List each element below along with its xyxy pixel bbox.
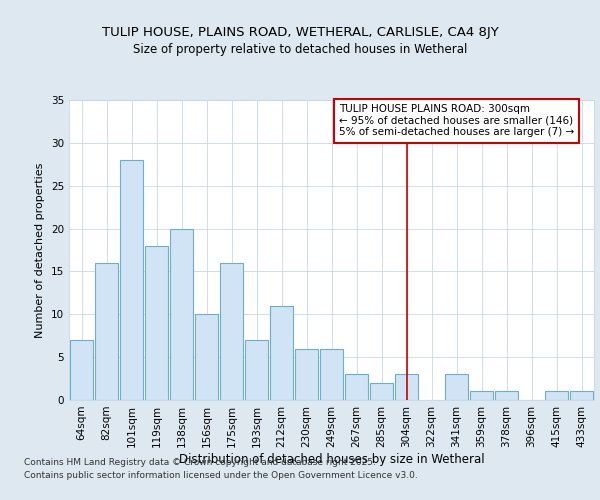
Bar [245,340,268,400]
Text: TULIP HOUSE, PLAINS ROAD, WETHERAL, CARLISLE, CA4 8JY: TULIP HOUSE, PLAINS ROAD, WETHERAL, CARL… [101,26,499,39]
Bar [270,306,293,400]
Bar [95,263,118,400]
Text: TULIP HOUSE PLAINS ROAD: 300sqm
← 95% of detached houses are smaller (146)
5% of: TULIP HOUSE PLAINS ROAD: 300sqm ← 95% of… [339,104,574,138]
Bar [120,160,143,400]
Y-axis label: Number of detached properties: Number of detached properties [35,162,46,338]
Bar [445,374,468,400]
Bar [70,340,93,400]
Text: Size of property relative to detached houses in Wetheral: Size of property relative to detached ho… [133,44,467,57]
Bar [220,263,243,400]
Bar [295,348,318,400]
Bar [495,392,518,400]
Bar [170,228,193,400]
Bar [195,314,218,400]
Bar [395,374,418,400]
Bar [470,392,493,400]
X-axis label: Distribution of detached houses by size in Wetheral: Distribution of detached houses by size … [179,452,484,466]
Bar [145,246,168,400]
Text: Contains public sector information licensed under the Open Government Licence v3: Contains public sector information licen… [24,472,418,480]
Bar [570,392,593,400]
Bar [545,392,568,400]
Bar [370,383,393,400]
Bar [345,374,368,400]
Bar [320,348,343,400]
Text: Contains HM Land Registry data © Crown copyright and database right 2025.: Contains HM Land Registry data © Crown c… [24,458,376,467]
